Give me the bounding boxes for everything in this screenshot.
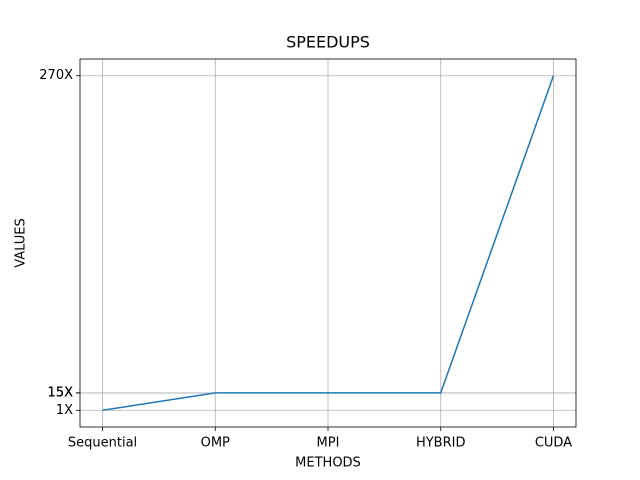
y-tick-label: 1X (56, 403, 73, 418)
y-tick-label: 270X (39, 68, 73, 83)
x-tick-label: OMP (201, 436, 230, 451)
x-tick-label: HYBRID (416, 436, 466, 451)
x-axis-label: METHODS (295, 456, 361, 471)
y-tick-label: 15X (48, 385, 74, 400)
data-line (102, 75, 555, 412)
y-tick-label: 15X (48, 385, 74, 400)
x-tick-label: MPI (317, 436, 340, 451)
x-tick-label: CUDA (535, 436, 572, 451)
x-tick-label: Sequential (68, 436, 137, 451)
chart-title: SPEEDUPS (286, 33, 370, 52)
y-tick-label: 15X (48, 385, 74, 400)
plot-frame (79, 58, 577, 428)
y-axis-label: VALUES (14, 218, 29, 268)
